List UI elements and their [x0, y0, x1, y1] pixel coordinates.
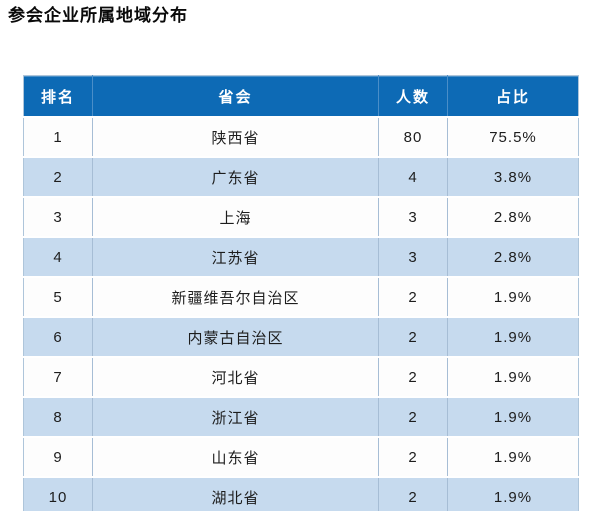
rank-cell: 6: [23, 317, 93, 358]
table-row: 4 江苏省 3 2.8%: [23, 237, 579, 278]
rank-cell: 9: [23, 437, 93, 478]
count-cell: 4: [378, 157, 448, 198]
count-cell: 2: [378, 397, 448, 438]
share-cell: 75.5%: [447, 117, 579, 158]
table-row: 8 浙江省 2 1.9%: [23, 397, 579, 438]
col-header-share: 占比: [447, 75, 579, 118]
page-title: 参会企业所属地域分布: [8, 6, 188, 25]
region-distribution-table: 排名 省会 人数 占比 1 陕西省 80 75.5% 2 广东省 4 3.8% …: [23, 75, 579, 511]
rank-cell: 1: [23, 117, 93, 158]
header-row: 排名 省会 人数 占比: [23, 75, 579, 118]
region-cell: 广东省: [92, 157, 379, 198]
table-row: 9 山东省 2 1.9%: [23, 437, 579, 478]
share-cell: 2.8%: [447, 237, 579, 278]
table-row: 3 上海 3 2.8%: [23, 197, 579, 238]
region-cell: 浙江省: [92, 397, 379, 438]
share-cell: 2.8%: [447, 197, 579, 238]
region-cell: 上海: [92, 197, 379, 238]
region-cell: 河北省: [92, 357, 379, 398]
region-cell: 内蒙古自治区: [92, 317, 379, 358]
rank-cell: 2: [23, 157, 93, 198]
count-cell: 80: [378, 117, 448, 158]
table-row: 2 广东省 4 3.8%: [23, 157, 579, 198]
share-cell: 1.9%: [447, 437, 579, 478]
table-row: 1 陕西省 80 75.5%: [23, 117, 579, 158]
region-cell: 新疆维吾尔自治区: [92, 277, 379, 318]
region-cell: 湖北省: [92, 477, 379, 511]
rank-cell: 7: [23, 357, 93, 398]
count-cell: 2: [378, 317, 448, 358]
col-header-count: 人数: [378, 75, 448, 118]
table-row: 7 河北省 2 1.9%: [23, 357, 579, 398]
rank-cell: 4: [23, 237, 93, 278]
count-cell: 3: [378, 197, 448, 238]
share-cell: 1.9%: [447, 357, 579, 398]
rank-cell: 5: [23, 277, 93, 318]
region-cell: 山东省: [92, 437, 379, 478]
table-header: 排名 省会 人数 占比: [23, 75, 579, 118]
table-row: 6 内蒙古自治区 2 1.9%: [23, 317, 579, 358]
share-cell: 1.9%: [447, 397, 579, 438]
col-header-rank: 排名: [23, 75, 93, 118]
count-cell: 2: [378, 437, 448, 478]
table-row: 5 新疆维吾尔自治区 2 1.9%: [23, 277, 579, 318]
col-header-region: 省会: [92, 75, 379, 118]
rank-cell: 8: [23, 397, 93, 438]
share-cell: 3.8%: [447, 157, 579, 198]
table-row: 10 湖北省 2 1.9%: [23, 477, 579, 511]
share-cell: 1.9%: [447, 477, 579, 511]
count-cell: 3: [378, 237, 448, 278]
region-cell: 陕西省: [92, 117, 379, 158]
count-cell: 2: [378, 357, 448, 398]
share-cell: 1.9%: [447, 277, 579, 318]
table-body: 1 陕西省 80 75.5% 2 广东省 4 3.8% 3 上海 3 2.8% …: [23, 117, 579, 511]
region-cell: 江苏省: [92, 237, 379, 278]
rank-cell: 3: [23, 197, 93, 238]
count-cell: 2: [378, 477, 448, 511]
count-cell: 2: [378, 277, 448, 318]
share-cell: 1.9%: [447, 317, 579, 358]
rank-cell: 10: [23, 477, 93, 511]
